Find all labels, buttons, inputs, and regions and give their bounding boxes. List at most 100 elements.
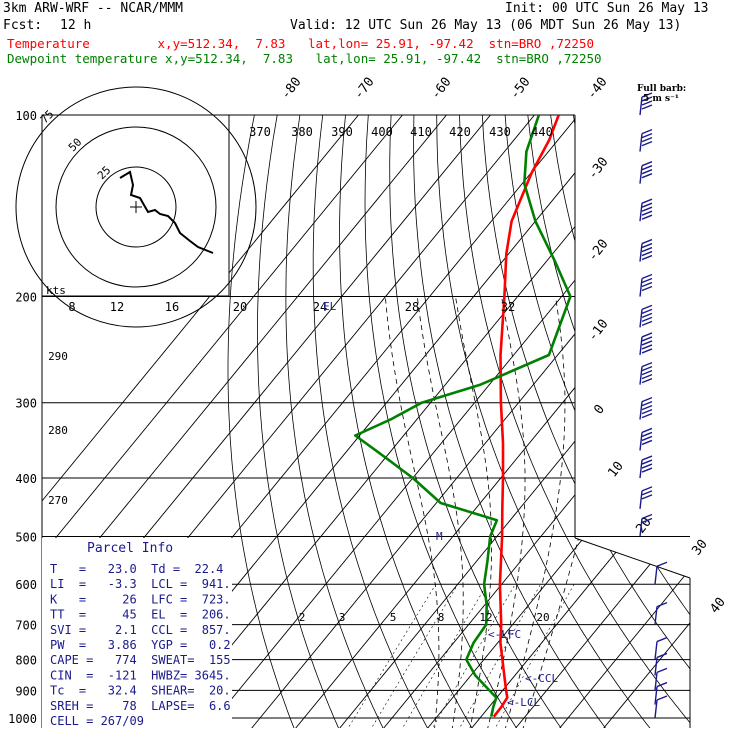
wind-barb <box>654 695 668 719</box>
isotherm-label: 30 <box>689 537 710 559</box>
theta-label: 420 <box>449 125 471 139</box>
pressure-tick-label: 800 <box>15 654 37 668</box>
level-marker: <-LCL <box>507 696 540 709</box>
barb-flag <box>641 202 653 208</box>
barb-flag <box>641 285 653 292</box>
barb-unit-note: 5 m s⁻¹ <box>643 94 679 104</box>
isotherm <box>469 115 690 728</box>
barb-flag <box>641 400 653 407</box>
parcel-row: K = 26 LFC = 723. <box>50 592 231 606</box>
barb-flag <box>641 246 653 253</box>
moist-adiabat-label: 20 <box>233 300 247 314</box>
barb-flag <box>641 490 653 496</box>
parcel-row: CIN = -121 HWBZ= 3645. <box>50 668 231 682</box>
barb-flag <box>641 320 653 327</box>
dry-adiabat <box>687 115 690 728</box>
barb-flag <box>641 463 653 469</box>
barb-staff <box>639 96 643 116</box>
theta-label: 430 <box>489 125 511 139</box>
pressure-tick-label: 200 <box>15 291 37 305</box>
barb-flag <box>641 517 653 524</box>
barb-flag <box>641 332 653 338</box>
dry-adiabat <box>641 115 690 728</box>
model-title: 3km ARW-WRF -- NCAR/MMM <box>3 1 184 16</box>
theta-label: 400 <box>371 125 393 139</box>
theta-label: 380 <box>291 125 313 139</box>
barb-staff <box>639 203 643 222</box>
barb-flag <box>641 281 653 288</box>
barb-flag <box>641 513 653 520</box>
pressure-tick-label: 900 <box>15 684 37 698</box>
pressure-tick-label: 600 <box>15 578 37 592</box>
hodograph-units: kts <box>46 284 66 297</box>
barb-flag <box>641 404 653 411</box>
hodograph-ring <box>15 86 257 328</box>
barb-staff <box>654 566 658 585</box>
theta-label: 410 <box>410 125 432 139</box>
isotherm-label: -70 <box>351 75 377 103</box>
init-time: Init: 00 UTC Sun 26 May 13 <box>505 1 709 16</box>
wind-barb <box>639 238 653 262</box>
isotherm <box>161 115 667 728</box>
wind-barb <box>639 161 653 184</box>
wind-barb <box>639 128 653 152</box>
isotherm <box>381 115 690 728</box>
parcel-row: TT = 45 EL = 206. <box>50 608 231 622</box>
level-marker: M <box>436 530 443 543</box>
level-marker: <-LFC <box>488 628 521 641</box>
barb-flag <box>641 340 653 346</box>
moist-adiabat <box>504 296 566 728</box>
barb-staff <box>654 672 658 691</box>
barb-flag <box>641 214 653 220</box>
barb-staff <box>639 366 643 385</box>
barb-flag <box>656 636 668 643</box>
temperature-profile <box>492 115 560 718</box>
barb-staff <box>639 133 643 152</box>
barb-flag <box>641 242 653 249</box>
hodograph-ring <box>55 126 217 288</box>
barb-flag <box>641 128 653 135</box>
wind-barb <box>654 681 668 705</box>
barb-flag <box>641 238 653 245</box>
dry-adiabat <box>459 115 690 728</box>
moist-adiabat-label: 8 <box>68 300 75 314</box>
moist-adiabat <box>521 296 614 728</box>
mixing-ratio-label: 20 <box>536 611 549 624</box>
isotherm-label: 40 <box>707 595 728 617</box>
temperature-legend: Temperature x,y=512.34, 7.83 lat,lon= 25… <box>7 36 594 51</box>
wind-barb <box>654 601 668 625</box>
barb-flag <box>641 104 653 110</box>
isotherm-label: -50 <box>507 75 533 103</box>
barb-flag <box>641 316 653 323</box>
pressure-tick-label: 300 <box>15 397 37 411</box>
isotherm-label: -30 <box>585 155 611 183</box>
parcel-row: SVI = 2.1 CCL = 857. <box>50 623 231 637</box>
isotherm-label: -60 <box>428 75 454 103</box>
moist-adiabat <box>384 296 440 728</box>
barb-staff <box>639 490 643 509</box>
moist-adiabat <box>455 296 492 728</box>
barb-flag <box>641 254 653 261</box>
dry-adiabat <box>527 115 690 728</box>
barb-staff <box>639 309 643 328</box>
barb-flag <box>641 365 653 372</box>
barb-flag <box>641 486 653 492</box>
wind-barb <box>639 396 653 420</box>
dry-adiabat <box>618 115 690 728</box>
pressure-tick-label: 700 <box>15 619 37 633</box>
dry-adiabat <box>504 115 690 728</box>
isotherm <box>42 115 447 728</box>
wind-barb <box>639 92 653 116</box>
barb-flag <box>641 277 653 284</box>
moist-adiabat-label: 16 <box>165 300 179 314</box>
isotherm-label: 0 <box>591 402 608 417</box>
forecast-label: Fcst: <box>3 18 43 33</box>
barb-staff <box>639 518 643 537</box>
barb-flag <box>641 173 653 179</box>
dry-adiabat <box>257 115 341 728</box>
wind-barb <box>654 561 668 585</box>
barb-flag <box>641 169 653 175</box>
dry-adiabat <box>733 115 740 731</box>
